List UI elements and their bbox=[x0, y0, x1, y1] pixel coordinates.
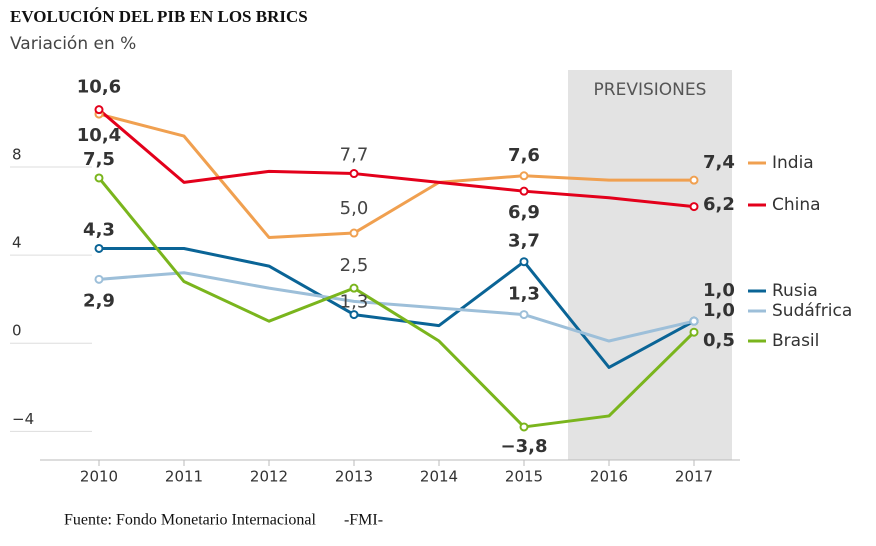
data-label: 0,5 bbox=[703, 330, 735, 351]
series-line bbox=[98, 271, 695, 343]
x-tick-label: 2017 bbox=[675, 468, 713, 486]
data-label: 10,6 bbox=[77, 77, 121, 98]
data-label: −3,8 bbox=[501, 436, 548, 457]
y-tick-label: 0 bbox=[12, 322, 22, 340]
x-tick-label: 2010 bbox=[80, 468, 118, 486]
data-label: 10,4 bbox=[77, 125, 121, 146]
y-tick-label: 4 bbox=[12, 234, 22, 252]
data-label: 3,7 bbox=[508, 231, 540, 252]
legend-label: Rusia bbox=[772, 281, 818, 301]
point-marker bbox=[349, 283, 359, 293]
legend-label: India bbox=[772, 153, 814, 173]
point-marker bbox=[94, 173, 104, 183]
chart-title: EVOLUCIÓN DEL PIB EN LOS BRICS bbox=[10, 7, 308, 26]
data-label: 7,5 bbox=[83, 149, 115, 170]
point-marker bbox=[349, 169, 359, 179]
chart-subtitle: Variación en % bbox=[10, 34, 136, 54]
forecast-region bbox=[568, 70, 732, 460]
point-marker bbox=[349, 310, 359, 320]
series-line bbox=[99, 246, 695, 369]
point-marker bbox=[94, 105, 104, 115]
series-line bbox=[97, 177, 696, 429]
data-label: 7,7 bbox=[340, 145, 369, 166]
legend-label: China bbox=[772, 195, 821, 215]
legend-label: Brasil bbox=[772, 331, 819, 351]
y-tick-label: 8 bbox=[12, 145, 22, 163]
source: Fuente: Fondo Monetario Internacional -F… bbox=[64, 512, 383, 529]
y-tick-label: −4 bbox=[12, 410, 34, 428]
point-marker bbox=[519, 310, 529, 320]
x-tick-label: 2014 bbox=[420, 468, 458, 486]
data-label: 7,6 bbox=[508, 145, 540, 166]
data-label: 7,4 bbox=[703, 152, 735, 173]
data-label: 1,3 bbox=[340, 292, 369, 313]
x-tick-label: 2013 bbox=[335, 468, 373, 486]
data-label: 2,9 bbox=[83, 290, 115, 311]
point-marker bbox=[519, 186, 529, 196]
point-marker bbox=[349, 228, 359, 238]
point-marker bbox=[689, 175, 699, 185]
legend-label: Sudáfrica bbox=[772, 301, 852, 321]
data-label: 1,0 bbox=[703, 300, 735, 321]
point-marker bbox=[689, 327, 699, 337]
point-marker bbox=[689, 316, 699, 326]
point-marker bbox=[94, 243, 104, 253]
x-tick-label: 2011 bbox=[165, 468, 203, 486]
data-label: 4,3 bbox=[83, 219, 115, 240]
data-label: 6,2 bbox=[703, 194, 735, 215]
data-label: 1,3 bbox=[508, 284, 540, 305]
data-label: 6,9 bbox=[508, 202, 540, 223]
x-tick-label: 2015 bbox=[505, 468, 543, 486]
point-marker bbox=[94, 274, 104, 284]
data-label: 1,0 bbox=[703, 280, 735, 301]
forecast-label: PREVISIONES bbox=[594, 80, 707, 100]
data-label: 5,0 bbox=[340, 198, 369, 219]
series-line bbox=[98, 108, 695, 209]
data-label: 2,5 bbox=[340, 255, 369, 276]
point-marker bbox=[689, 202, 699, 212]
x-tick-label: 2016 bbox=[590, 468, 628, 486]
x-tick-label: 2012 bbox=[250, 468, 288, 486]
point-marker bbox=[519, 257, 529, 267]
series-line bbox=[98, 112, 694, 239]
point-marker bbox=[519, 422, 529, 432]
point-marker bbox=[519, 171, 529, 181]
